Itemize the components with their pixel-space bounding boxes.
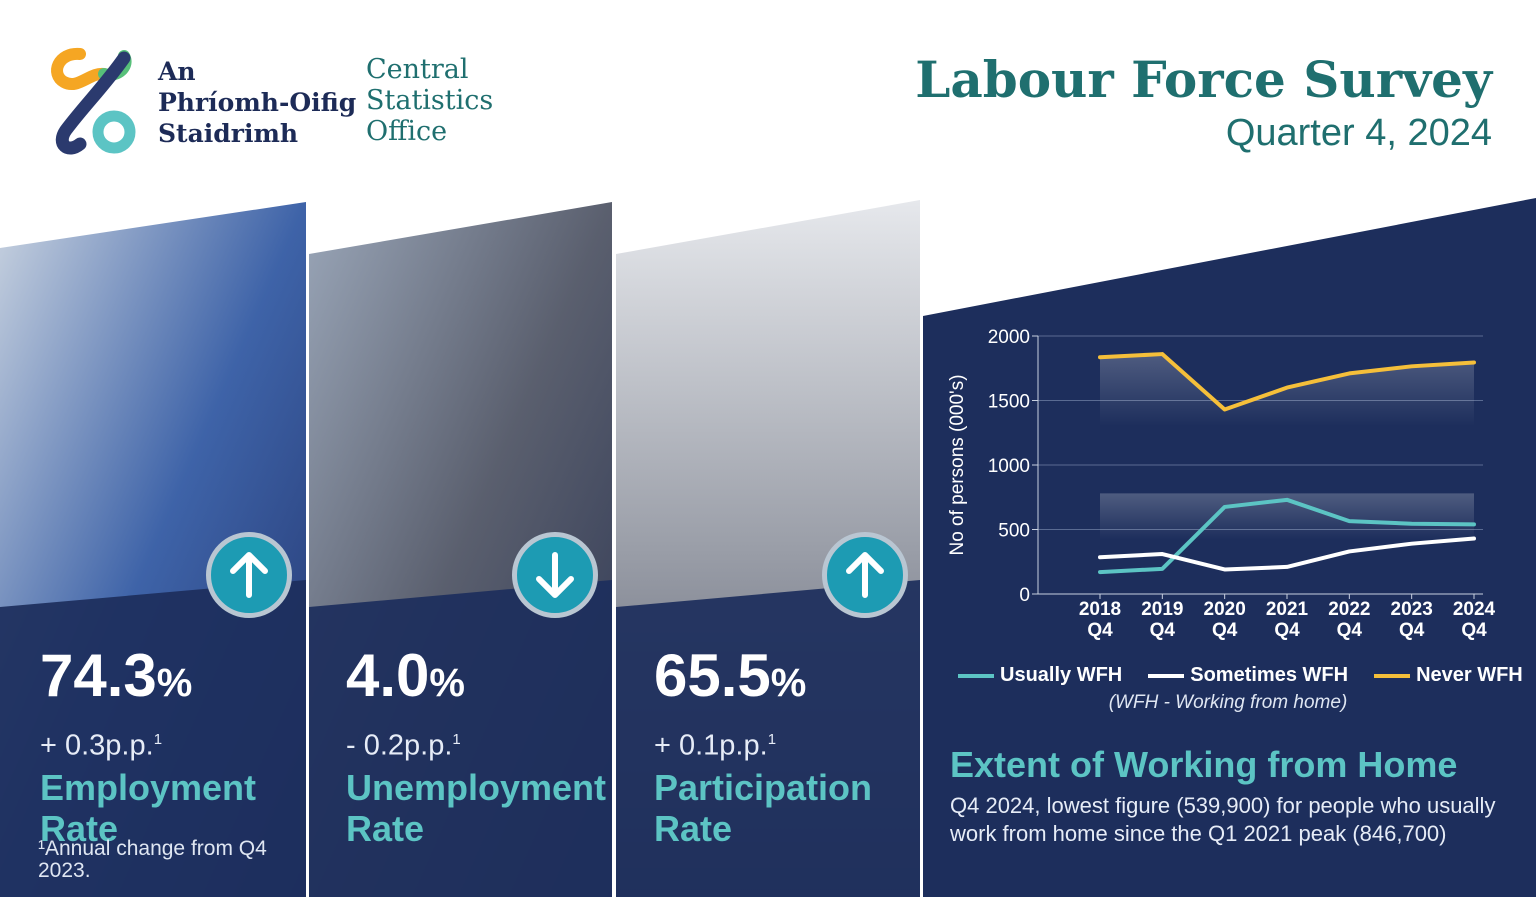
data-point <box>1472 522 1476 526</box>
x-tick-label: 2023 <box>1391 599 1433 620</box>
data-point <box>1160 552 1164 556</box>
stat-change: + 0.3p.p.1 <box>40 729 163 762</box>
wfh-line-chart: 0 500 1000 1500 2000 No of persons (000's) 201… <box>947 327 1496 641</box>
legend-item-never: Never WFH <box>1374 664 1523 687</box>
data-point <box>1098 555 1102 559</box>
x-tick-label: Q4 <box>1212 620 1238 641</box>
arrow-down-icon <box>512 532 598 618</box>
data-point <box>1347 519 1351 523</box>
chart-legend: Usually WFH Sometimes WFH Never WFH <box>958 664 1523 687</box>
stat-value: 4.0% <box>346 642 465 709</box>
never-wfh-area <box>1100 354 1474 427</box>
data-point <box>1160 567 1164 571</box>
x-tick-label: Q4 <box>1399 620 1425 641</box>
data-point <box>1223 567 1227 571</box>
data-point <box>1223 408 1227 412</box>
section-description: Q4 2024, lowest figure (539,900) for peo… <box>950 793 1496 846</box>
y-tick-label: 0 <box>1019 585 1030 606</box>
stat-label: Unemployment Rate <box>346 766 607 849</box>
arrow-up-icon <box>206 532 292 618</box>
stat-label: Employment Rate <box>40 766 257 849</box>
data-point <box>1285 498 1289 502</box>
x-tick-label: Q4 <box>1461 620 1487 641</box>
stat-label: Participation Rate <box>654 766 873 849</box>
data-point <box>1472 537 1476 541</box>
data-point <box>1472 360 1476 364</box>
x-tick-label: 2024 <box>1453 599 1496 620</box>
x-tick-label: 2020 <box>1204 599 1246 620</box>
y-tick-label: 1000 <box>988 456 1030 477</box>
participation-rate-stat: 65.5% + 0.1p.p.1 Participation Rate <box>654 646 872 849</box>
stat-change: - 0.2p.p.1 <box>346 729 461 762</box>
x-tick-label: 2022 <box>1328 599 1370 620</box>
stat-change: + 0.1p.p.1 <box>654 729 777 762</box>
data-point <box>1410 364 1414 368</box>
data-point <box>1347 371 1351 375</box>
x-tick-label: Q4 <box>1087 620 1113 641</box>
data-point <box>1223 505 1227 509</box>
y-tick-label: 500 <box>998 521 1030 542</box>
data-point <box>1098 355 1102 359</box>
data-point <box>1410 522 1414 526</box>
legend-item-usually: Usually WFH <box>958 664 1122 687</box>
x-tick-label: Q4 <box>1337 620 1363 641</box>
data-point <box>1410 542 1414 546</box>
legend-item-sometimes: Sometimes WFH <box>1148 664 1348 687</box>
legend-note: (WFH - Working from home) <box>1108 692 1348 713</box>
page-title: Labour Force Survey <box>915 50 1492 109</box>
stat-value: 74.3% <box>40 642 193 709</box>
sometimes-wfh-line <box>1098 536 1476 572</box>
x-tick-label: 2018 <box>1079 599 1121 620</box>
data-point <box>1285 565 1289 569</box>
legend-swatch <box>1148 673 1185 678</box>
legend-swatch <box>958 673 994 678</box>
section-title: Extent of Working from Home <box>950 744 1458 785</box>
legend-swatch <box>1374 673 1411 678</box>
cso-logo-icon <box>44 44 140 156</box>
page-subtitle: Quarter 4, 2024 <box>1225 112 1492 154</box>
usually-wfh-area <box>1100 493 1474 540</box>
x-tick-label: 2021 <box>1266 599 1309 620</box>
x-tick-label: 2019 <box>1141 599 1183 620</box>
footnote: ¹Annual change from Q4 2023. <box>38 837 267 882</box>
data-point <box>1347 549 1351 553</box>
unemployment-rate-stat: 4.0% - 0.2p.p.1 Unemployment Rate <box>346 646 606 849</box>
x-tick-label: Q4 <box>1274 620 1300 641</box>
org-name-irish: An Phríomh-Oifig Staidrimh <box>158 57 357 148</box>
y-axis-label: No of persons (000's) <box>947 374 968 555</box>
org-name-english: Central Statistics Office <box>366 54 494 147</box>
stat-value: 65.5% <box>654 642 807 709</box>
y-tick-label: 2000 <box>988 327 1030 348</box>
data-point <box>1160 352 1164 356</box>
arrow-up-icon <box>822 532 908 618</box>
data-point <box>1285 386 1289 390</box>
employment-rate-stat: 74.3% + 0.3p.p.1 Employment Rate <box>40 646 256 849</box>
x-tick-label: Q4 <box>1150 620 1176 641</box>
y-tick-label: 1500 <box>988 392 1030 413</box>
data-point <box>1098 570 1102 574</box>
